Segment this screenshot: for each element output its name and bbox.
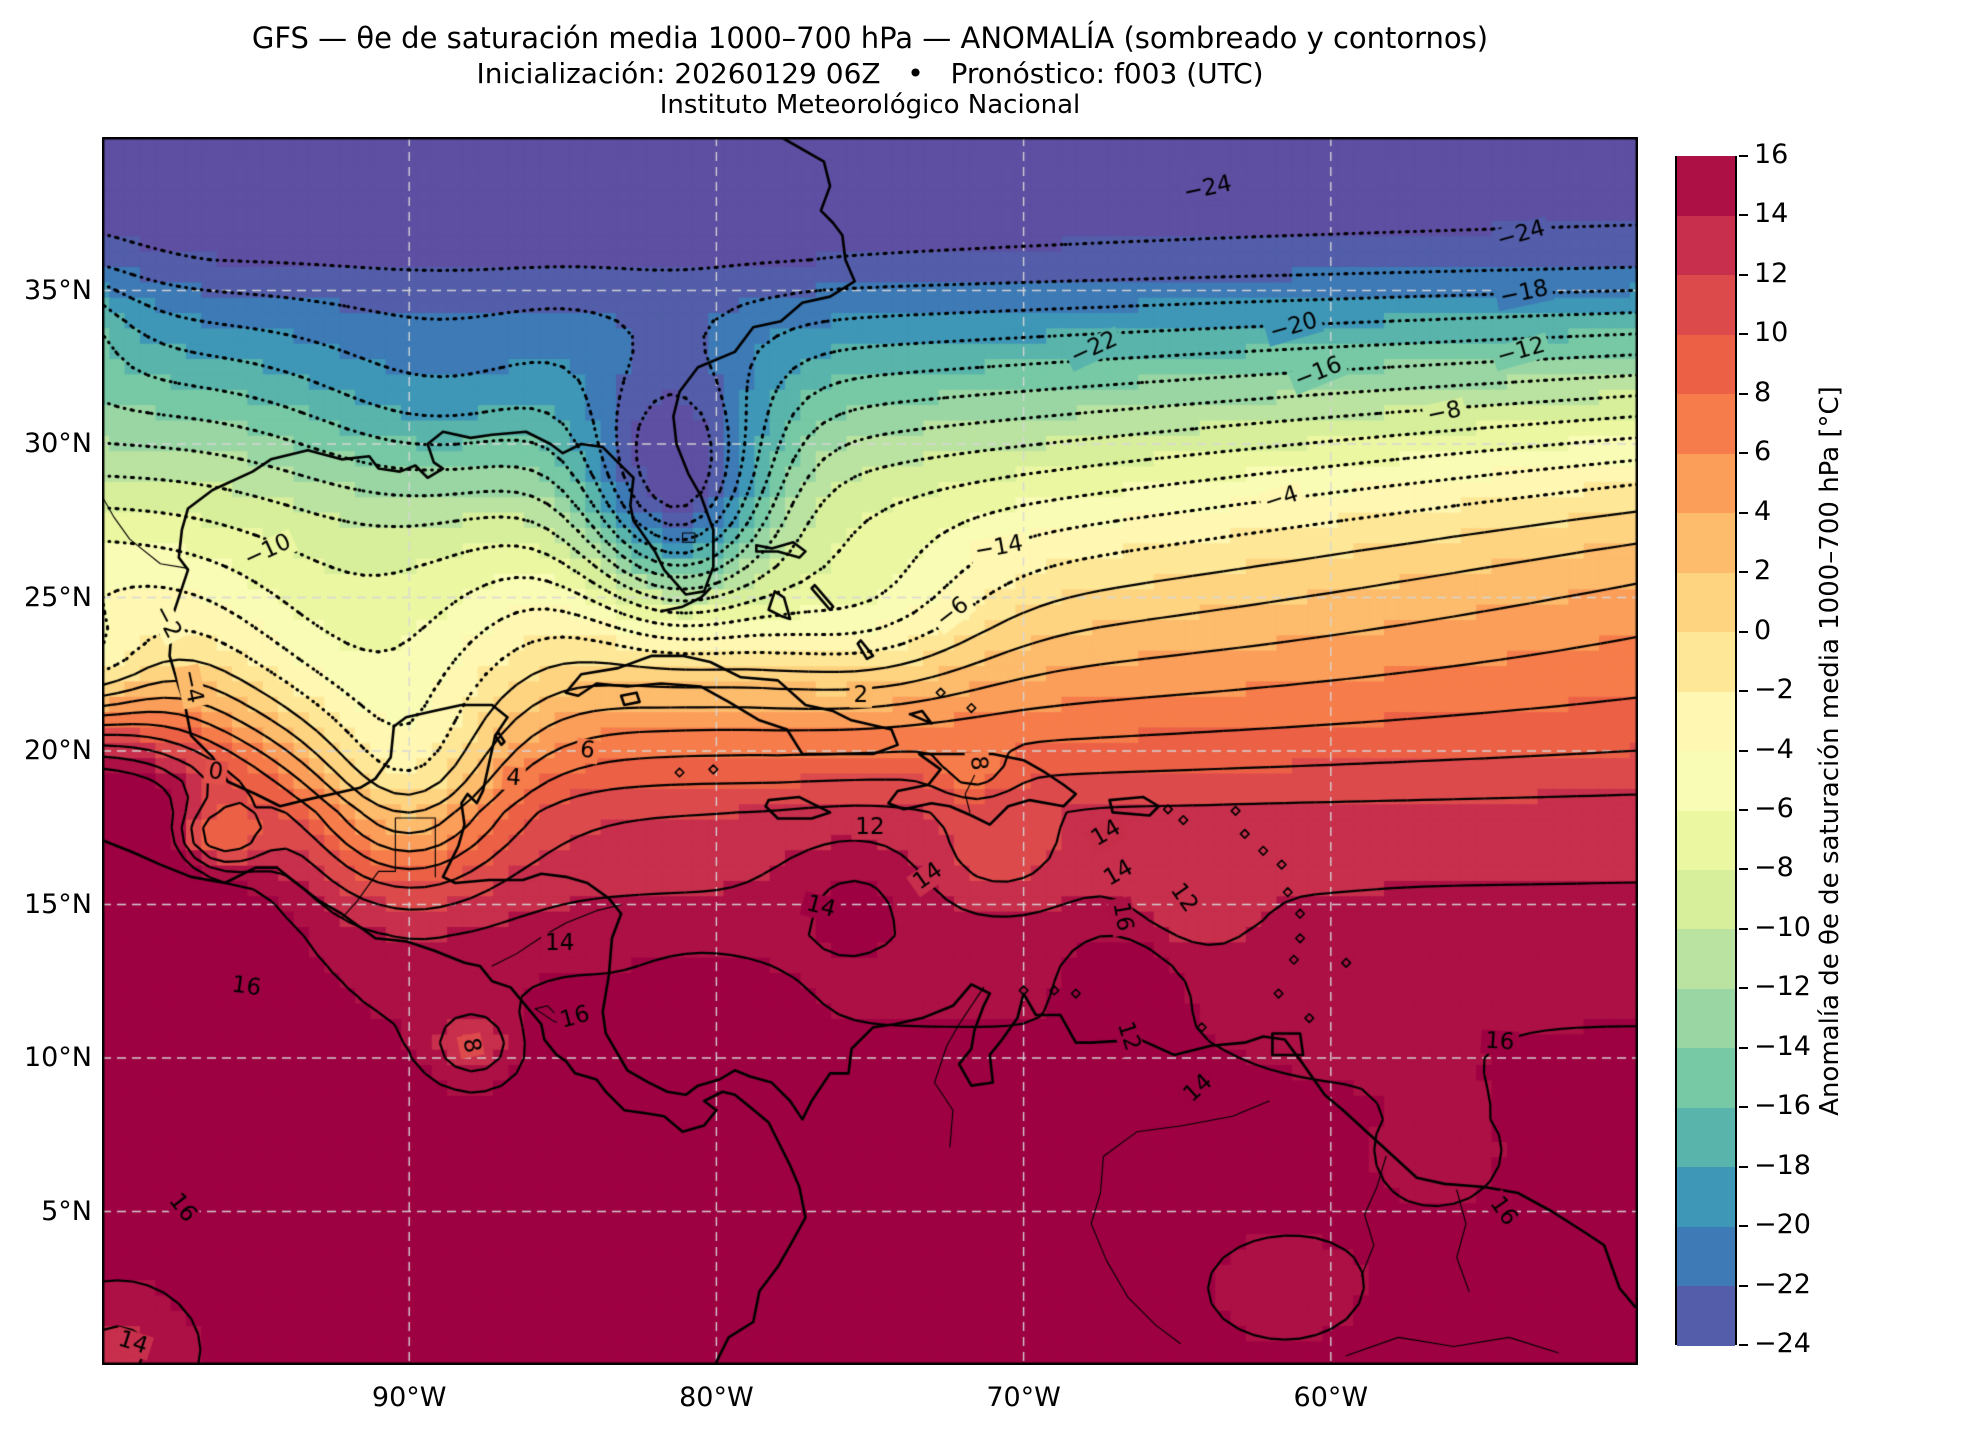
- colorbar-tick-label: 8: [1754, 376, 1772, 408]
- colorbar-segment: [1677, 1226, 1735, 1287]
- colorbar-tick: [1739, 749, 1748, 752]
- colorbar-tick-label: −20: [1754, 1209, 1811, 1241]
- colorbar-tick-label: −12: [1754, 971, 1811, 1003]
- colorbar-segment: [1677, 453, 1735, 514]
- colorbar-segment: [1677, 215, 1735, 276]
- lat-tick-label: 10°N: [23, 1042, 92, 1073]
- colorbar-label: Anomalía de θe de saturación media 1000–…: [1815, 386, 1845, 1116]
- colorbar: [1675, 156, 1737, 1346]
- colorbar-segment: [1677, 512, 1735, 573]
- colorbar-tick-label: 16: [1754, 139, 1789, 170]
- colorbar-segment: [1677, 988, 1735, 1049]
- lat-tick-label: 15°N: [23, 888, 92, 920]
- colorbar-tick: [1739, 1225, 1748, 1228]
- colorbar-segment: [1677, 1166, 1735, 1227]
- colorbar-tick: [1739, 273, 1748, 276]
- plot-title: GFS — θe de saturación media 1000–700 hP…: [251, 21, 1489, 55]
- colorbar-tick-label: 6: [1754, 436, 1772, 468]
- colorbar-tick-label: −8: [1754, 852, 1794, 884]
- colorbar-tick: [1739, 1106, 1748, 1109]
- colorbar-tick: [1739, 1284, 1748, 1287]
- lon-tick-label: 60°W: [1293, 1382, 1369, 1413]
- lon-tick-label: 80°W: [679, 1382, 754, 1413]
- colorbar-segment: [1677, 572, 1735, 633]
- colorbar-segment: [1677, 334, 1735, 395]
- colorbar-tick: [1739, 452, 1748, 455]
- colorbar-tick: [1739, 1046, 1748, 1049]
- lat-tick-label: 25°N: [23, 581, 92, 613]
- colorbar-tick-label: −24: [1754, 1328, 1811, 1359]
- lat-tick-label: 5°N: [41, 1195, 92, 1227]
- colorbar-tick: [1739, 987, 1748, 990]
- colorbar-tick-label: −14: [1754, 1030, 1811, 1062]
- colorbar-tick: [1739, 1165, 1748, 1168]
- colorbar-tick: [1739, 333, 1748, 336]
- colorbar-tick-label: −16: [1754, 1090, 1811, 1122]
- plot-institution: Instituto Meteorológico Nacional: [659, 90, 1081, 120]
- colorbar-segment: [1677, 274, 1735, 335]
- colorbar-tick-label: 14: [1754, 198, 1789, 230]
- colorbar-segment: [1677, 1285, 1735, 1346]
- colorbar-segment: [1677, 691, 1735, 752]
- colorbar-tick: [1739, 392, 1748, 395]
- colorbar-tick-label: −10: [1754, 911, 1811, 943]
- lat-tick-label: 35°N: [23, 274, 92, 306]
- colorbar-tick-label: 2: [1754, 555, 1772, 587]
- lon-tick-label: 90°W: [371, 1382, 447, 1413]
- colorbar-tick-label: −18: [1754, 1149, 1811, 1181]
- colorbar-segment: [1677, 809, 1735, 870]
- colorbar-tick: [1739, 571, 1748, 574]
- colorbar-segment: [1677, 750, 1735, 811]
- lon-tick-label: 70°W: [986, 1382, 1061, 1413]
- colorbar-tick-label: −22: [1754, 1268, 1811, 1300]
- colorbar-segment: [1677, 1107, 1735, 1168]
- colorbar-segment: [1677, 928, 1735, 989]
- colorbar-tick-label: −6: [1754, 792, 1794, 824]
- colorbar-tick: [1739, 511, 1748, 514]
- colorbar-tick-label: 12: [1754, 257, 1789, 289]
- lat-tick-label: 20°N: [23, 735, 92, 766]
- plot-subtitle: Inicialización: 20260129 06Z • Pronóstic…: [476, 57, 1264, 90]
- colorbar-tick: [1739, 868, 1748, 871]
- colorbar-tick-label: 10: [1754, 317, 1789, 349]
- colorbar-tick: [1739, 630, 1748, 633]
- colorbar-tick-label: 4: [1754, 495, 1772, 527]
- colorbar-tick: [1739, 927, 1748, 930]
- colorbar-segment: [1677, 631, 1735, 692]
- colorbar-tick: [1739, 214, 1748, 217]
- colorbar-tick-label: −4: [1754, 733, 1794, 765]
- colorbar-segment: [1677, 869, 1735, 930]
- colorbar-segment: [1677, 1047, 1735, 1108]
- colorbar-tick: [1739, 808, 1748, 811]
- colorbar-tick-label: 0: [1754, 614, 1772, 646]
- colorbar-tick-label: −2: [1754, 674, 1794, 706]
- colorbar-segment: [1677, 393, 1735, 454]
- colorbar-segment: [1677, 156, 1735, 217]
- colorbar-tick: [1739, 1344, 1748, 1346]
- map-plot-area: [102, 137, 1638, 1365]
- colorbar-tick: [1739, 690, 1748, 693]
- lat-tick-label: 30°N: [23, 428, 92, 459]
- colorbar-tick: [1739, 155, 1748, 157]
